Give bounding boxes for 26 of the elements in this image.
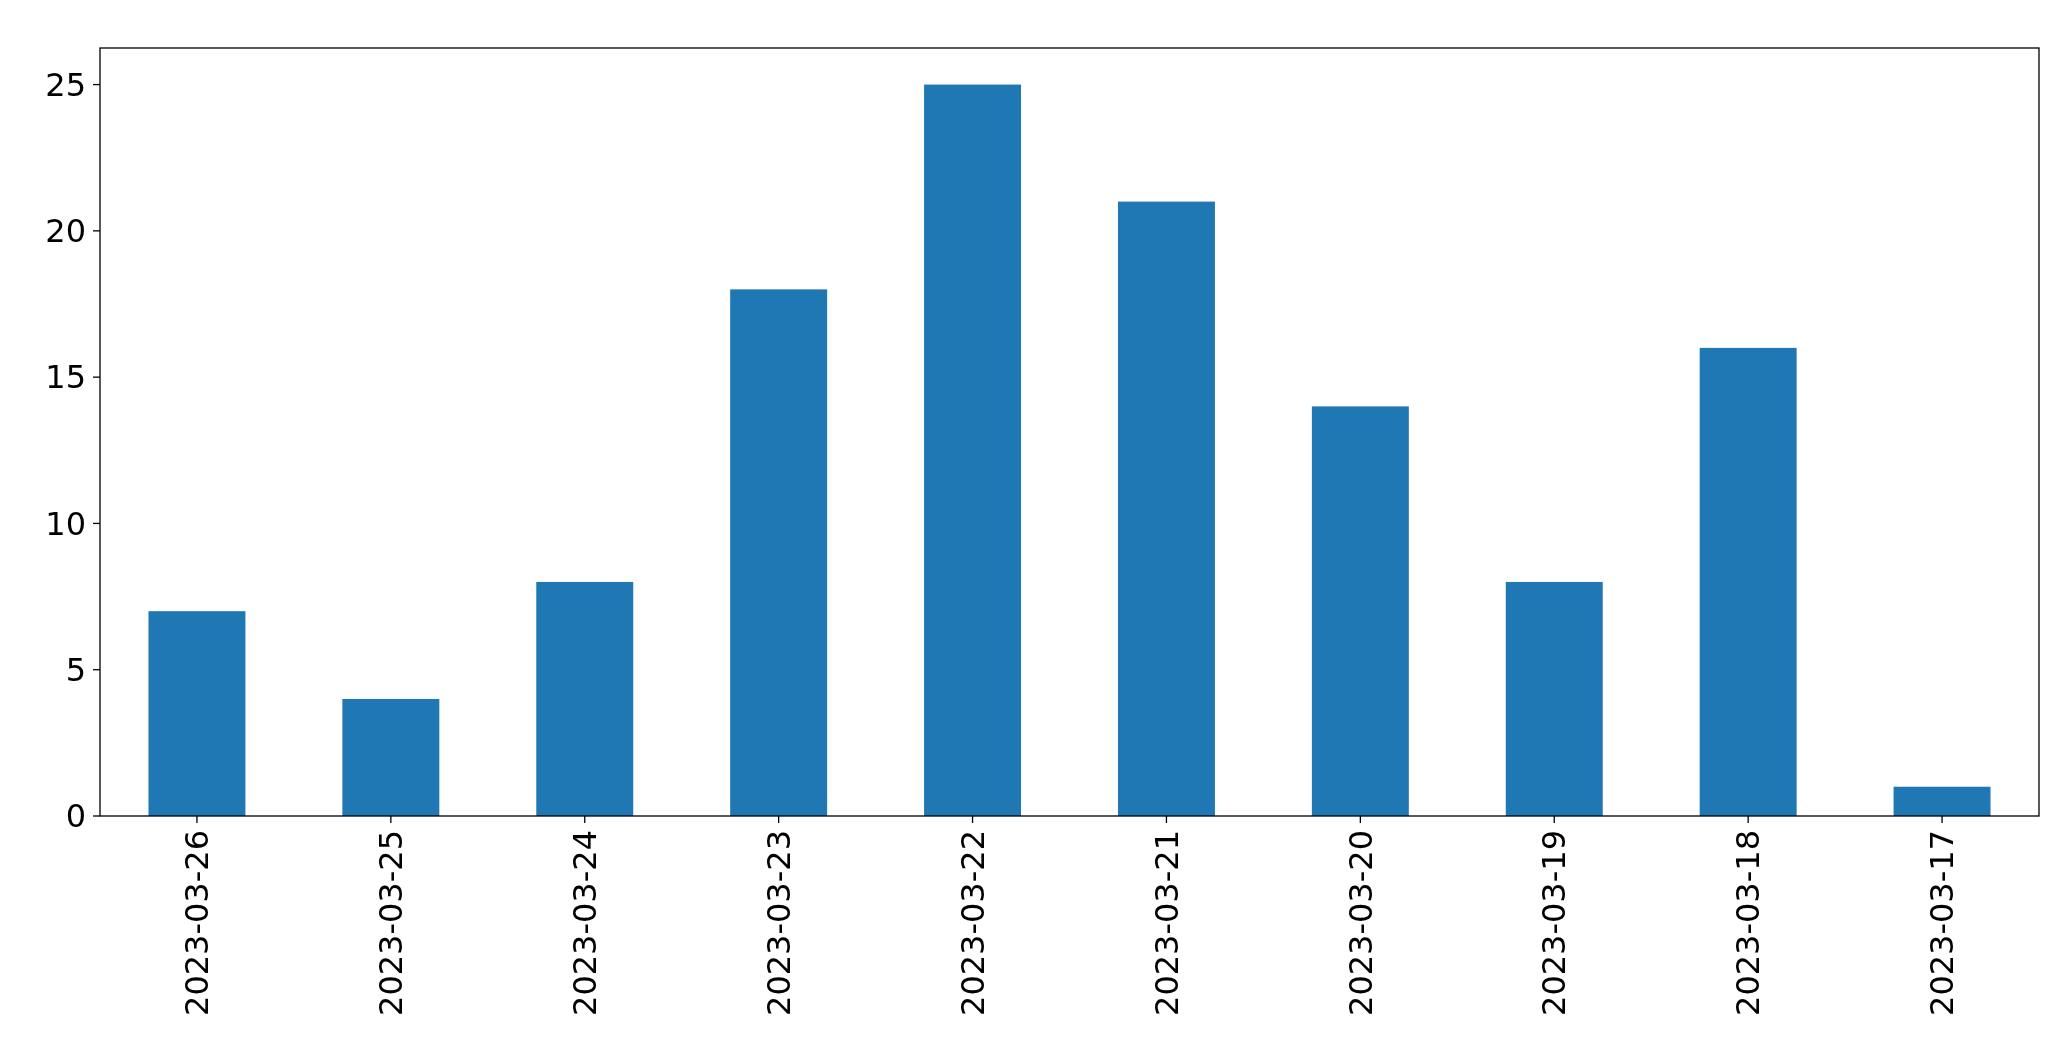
x-tick-label: 2023-03-25 xyxy=(372,830,411,1016)
y-tick-label: 20 xyxy=(45,212,86,251)
x-tick-label: 2023-03-26 xyxy=(178,830,217,1016)
bar xyxy=(1699,347,1797,816)
bar xyxy=(1311,406,1409,816)
bar xyxy=(924,84,1022,816)
x-tick-label: 2023-03-23 xyxy=(759,830,798,1016)
bar xyxy=(536,581,634,816)
bar xyxy=(1117,201,1215,816)
x-tick-label: 2023-03-24 xyxy=(565,830,604,1016)
bar xyxy=(148,611,246,816)
bar xyxy=(1505,581,1603,816)
y-tick-label: 25 xyxy=(45,65,86,104)
y-tick-label: 10 xyxy=(45,504,86,543)
x-tick-label: 2023-03-22 xyxy=(953,830,992,1016)
x-tick-label: 2023-03-18 xyxy=(1729,830,1768,1016)
x-tick-label: 2023-03-20 xyxy=(1341,830,1380,1016)
x-tick-label: 2023-03-17 xyxy=(1923,830,1962,1016)
x-tick-label: 2023-03-21 xyxy=(1147,830,1186,1016)
bar xyxy=(730,289,828,816)
y-tick-label: 0 xyxy=(65,797,86,836)
bar xyxy=(1893,786,1991,816)
y-tick-label: 5 xyxy=(65,650,86,689)
bar xyxy=(342,698,440,816)
x-tick-label: 2023-03-19 xyxy=(1535,830,1574,1016)
y-tick-label: 15 xyxy=(45,358,86,397)
